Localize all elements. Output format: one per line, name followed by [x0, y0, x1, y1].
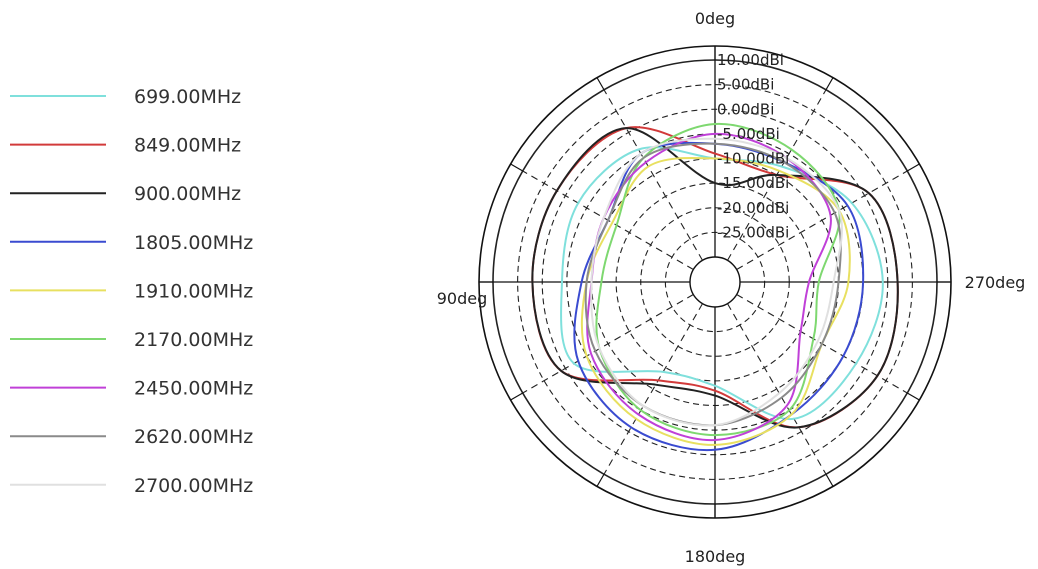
grid-spoke [603, 303, 703, 475]
grid-tick [825, 77, 834, 91]
grid-tick [906, 163, 920, 172]
angle-label-270: 270deg [965, 273, 1026, 292]
legend-label: 2700.00MHz [134, 475, 253, 497]
ring-labels: 10.00dBi 5.00dBi 0.00dBi -5.00dBi -10.00dBi -… [717, 51, 789, 241]
angle-label-180: 180deg [685, 547, 746, 566]
polar-grid [478, 45, 952, 519]
legend-label: 2620.00MHz [134, 426, 253, 448]
angle-labels: 0deg 90deg 180deg 270deg [437, 9, 1026, 566]
legend-label: 2450.00MHz [134, 378, 253, 400]
ring-label: -15.00dBi [717, 174, 789, 192]
ring-label: -25.00dBi [717, 223, 789, 241]
grid-tick [596, 77, 605, 91]
grid-tick [906, 392, 920, 401]
ring-label: -5.00dBi [717, 125, 780, 143]
grid-spoke [727, 303, 827, 475]
legend: 699.00MHz 849.00MHz 900.00MHz 1805.00MHz 191… [10, 86, 253, 497]
grid-tick [510, 392, 524, 401]
series-line-2700.00MHz [590, 137, 843, 427]
ring-label: -10.00dBi [717, 150, 789, 168]
grid-tick [825, 473, 834, 487]
grid-tick [510, 163, 524, 172]
angle-label-0: 0deg [695, 9, 735, 28]
grid-tick [596, 473, 605, 487]
series-line-900.00MHz [531, 127, 899, 429]
angle-label-90: 90deg [437, 289, 488, 308]
legend-label: 699.00MHz [134, 86, 241, 108]
grid-spoke [603, 89, 703, 261]
inner-ring [689, 256, 741, 308]
legend-label: 900.00MHz [134, 183, 241, 205]
ring-label: 10.00dBi [717, 51, 784, 69]
legend-label: 1910.00MHz [134, 280, 253, 302]
ring-label: -20.00dBi [717, 199, 789, 217]
legend-label: 2170.00MHz [134, 329, 253, 351]
ring-label: 0.00dBi [717, 100, 774, 118]
grid-spoke [736, 170, 908, 270]
legend-label: 1805.00MHz [134, 232, 253, 254]
legend-label: 849.00MHz [134, 135, 241, 157]
series-line-699.00MHz [560, 146, 884, 420]
ring-label: 5.00dBi [717, 76, 774, 94]
grid-spoke [522, 294, 694, 394]
series-lines [531, 122, 899, 452]
